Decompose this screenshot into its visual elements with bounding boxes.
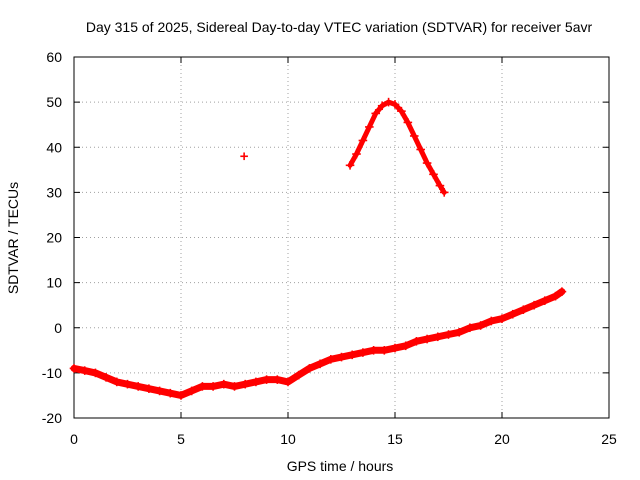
data-point <box>187 386 196 396</box>
chart-title: Day 315 of 2025, Sidereal Day-to-day VTE… <box>86 19 593 35</box>
data-point <box>294 370 304 380</box>
data-point <box>422 158 432 168</box>
data-point <box>326 355 336 364</box>
data-point <box>508 309 518 319</box>
y-tick-label: -20 <box>42 410 62 426</box>
y-tick-label: 0 <box>54 320 62 336</box>
y-tick-label: -10 <box>42 365 62 381</box>
data-point <box>476 321 485 330</box>
data-point <box>305 364 314 373</box>
x-tick-label: 20 <box>494 431 510 447</box>
data-point <box>529 300 539 310</box>
data-point <box>283 377 293 387</box>
data-point <box>435 181 445 190</box>
data-point <box>384 97 393 107</box>
data-point <box>208 382 218 391</box>
data-point <box>416 145 425 154</box>
data-point <box>262 375 271 384</box>
data-point <box>390 100 400 109</box>
data-point <box>422 334 432 344</box>
data-point <box>465 323 475 333</box>
x-tick-label: 0 <box>70 431 78 447</box>
data-point <box>557 287 567 296</box>
data-point <box>486 316 496 326</box>
data-point <box>497 314 507 324</box>
x-tick-label: 15 <box>387 431 403 447</box>
data-points <box>69 97 567 400</box>
data-point <box>315 359 325 369</box>
data-point <box>144 384 154 393</box>
data-point <box>345 161 355 170</box>
data-point <box>198 382 207 391</box>
data-point <box>377 101 387 111</box>
y-tick-label: 30 <box>46 184 62 200</box>
data-point <box>409 131 419 141</box>
data-point <box>369 346 378 355</box>
axis-ticks: 0 5 10 15 20 25 -20 -10 0 10 20 30 40 50 60 <box>42 49 617 447</box>
data-point <box>347 350 357 360</box>
x-axis-label: GPS time / hours <box>287 458 394 474</box>
data-point <box>251 377 261 387</box>
data-point <box>403 118 413 127</box>
data-point <box>371 109 381 118</box>
series-band <box>70 288 566 399</box>
plot-frame <box>73 56 610 419</box>
data-point <box>379 346 389 355</box>
data-point <box>519 305 528 315</box>
data-point <box>352 149 361 159</box>
data-point <box>133 382 143 391</box>
data-point <box>358 348 368 357</box>
data-point <box>444 330 453 339</box>
data-point <box>401 341 411 351</box>
data-point <box>123 379 132 389</box>
data-point <box>540 296 550 305</box>
x-tick-label: 25 <box>601 431 617 447</box>
data-point <box>166 388 175 398</box>
data-point <box>155 386 164 396</box>
data-point <box>230 382 239 391</box>
y-tick-label: 20 <box>46 230 62 246</box>
data-point <box>240 379 250 389</box>
y-tick-label: 10 <box>46 275 62 291</box>
data-point <box>91 368 100 378</box>
data-point <box>219 379 229 389</box>
data-point <box>272 375 282 384</box>
y-tick-label: 50 <box>46 94 62 110</box>
data-point <box>240 152 248 161</box>
series-band <box>347 99 447 195</box>
data-point <box>433 332 443 342</box>
data-point <box>69 364 79 373</box>
data-point <box>112 377 122 387</box>
data-point <box>365 122 374 132</box>
data-point <box>358 136 368 145</box>
data-point <box>390 343 400 353</box>
data-point <box>101 373 111 382</box>
x-tick-label: 10 <box>280 431 296 447</box>
y-tick-label: 60 <box>46 49 62 65</box>
data-point <box>429 170 438 179</box>
grid-lines <box>74 57 609 418</box>
data-point <box>551 291 560 301</box>
data-point <box>176 391 186 400</box>
data-point <box>80 366 89 375</box>
data-point <box>397 106 406 116</box>
y-axis-label: SDTVAR / TECUs <box>5 182 21 294</box>
data-point <box>454 327 464 337</box>
x-tick-label: 5 <box>177 431 185 447</box>
data-point <box>412 336 421 346</box>
data-point <box>439 188 449 197</box>
y-tick-label: 40 <box>46 139 62 155</box>
data-point <box>337 352 346 362</box>
